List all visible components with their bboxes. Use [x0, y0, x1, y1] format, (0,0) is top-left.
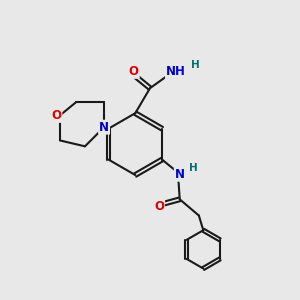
Text: O: O — [154, 200, 164, 213]
Text: NH: NH — [166, 65, 186, 79]
Text: H: H — [189, 164, 197, 173]
Text: O: O — [129, 65, 139, 78]
Text: H: H — [191, 60, 200, 70]
Text: N: N — [99, 121, 109, 134]
Text: O: O — [51, 109, 62, 122]
Text: N: N — [175, 168, 185, 181]
